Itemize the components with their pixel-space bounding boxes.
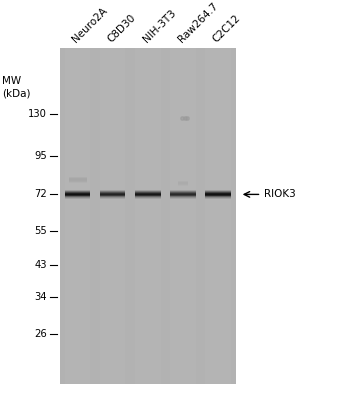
- Text: 34: 34: [35, 292, 47, 302]
- Bar: [69, 179, 87, 180]
- Text: MW
(kDa): MW (kDa): [2, 76, 30, 99]
- Text: 72: 72: [34, 190, 47, 200]
- Bar: [178, 183, 188, 184]
- Bar: [100, 48, 126, 384]
- Bar: [60, 48, 236, 384]
- Text: Neuro2A: Neuro2A: [71, 6, 109, 45]
- Bar: [178, 181, 188, 182]
- Text: 95: 95: [34, 152, 47, 162]
- Bar: [205, 48, 231, 384]
- Text: RIOK3: RIOK3: [264, 190, 296, 200]
- Bar: [178, 184, 188, 185]
- Bar: [69, 182, 87, 183]
- Text: NIH-3T3: NIH-3T3: [141, 8, 178, 45]
- Text: C8D30: C8D30: [106, 13, 138, 45]
- Bar: [178, 185, 188, 186]
- Bar: [135, 48, 161, 384]
- Bar: [69, 177, 87, 178]
- Bar: [65, 48, 90, 384]
- Text: 130: 130: [28, 108, 47, 118]
- Bar: [69, 178, 87, 179]
- Text: Raw264.7: Raw264.7: [176, 1, 219, 45]
- Text: C2C12: C2C12: [211, 13, 243, 45]
- Text: 55: 55: [34, 226, 47, 236]
- Bar: [69, 180, 87, 181]
- Text: 43: 43: [35, 260, 47, 270]
- Bar: [178, 182, 188, 183]
- Bar: [69, 181, 87, 182]
- Text: 26: 26: [34, 329, 47, 339]
- Bar: [170, 48, 196, 384]
